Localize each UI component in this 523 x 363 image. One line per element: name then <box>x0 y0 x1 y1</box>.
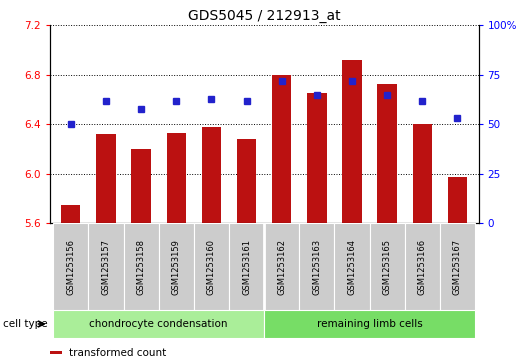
Bar <box>378 83 397 223</box>
Text: GSM1253159: GSM1253159 <box>172 239 181 295</box>
Text: transformed count: transformed count <box>69 348 166 358</box>
Bar <box>158 223 194 310</box>
Bar <box>264 310 475 338</box>
Bar <box>448 178 467 223</box>
Text: GSM1253164: GSM1253164 <box>347 239 357 295</box>
Bar <box>202 127 221 223</box>
Bar <box>88 223 123 310</box>
Text: GSM1253156: GSM1253156 <box>66 239 75 295</box>
Bar <box>299 223 334 310</box>
Text: chondrocyte condensation: chondrocyte condensation <box>89 319 228 329</box>
Bar <box>194 223 229 310</box>
Bar <box>123 223 158 310</box>
Bar <box>405 223 440 310</box>
Text: GSM1253158: GSM1253158 <box>137 239 145 295</box>
Bar <box>96 134 116 223</box>
Text: GSM1253166: GSM1253166 <box>418 239 427 295</box>
Bar <box>237 139 256 223</box>
Text: GSM1253163: GSM1253163 <box>312 239 321 295</box>
Title: GDS5045 / 212913_at: GDS5045 / 212913_at <box>188 9 340 23</box>
Bar <box>264 223 299 310</box>
Text: GSM1253157: GSM1253157 <box>101 239 110 295</box>
Bar <box>166 133 186 223</box>
Bar <box>370 223 405 310</box>
Bar <box>53 223 88 310</box>
Text: GSM1253161: GSM1253161 <box>242 239 251 295</box>
Bar <box>50 351 62 354</box>
Text: GSM1253162: GSM1253162 <box>277 239 286 295</box>
Bar <box>334 223 370 310</box>
Text: GSM1253165: GSM1253165 <box>383 239 392 295</box>
Bar <box>229 223 264 310</box>
Bar <box>343 60 362 223</box>
Bar <box>61 205 81 223</box>
Text: GSM1253160: GSM1253160 <box>207 239 216 295</box>
Text: cell type: cell type <box>3 319 47 329</box>
Bar <box>272 75 291 223</box>
Bar <box>307 93 326 223</box>
Bar <box>53 310 264 338</box>
Bar <box>413 124 432 223</box>
Text: GSM1253167: GSM1253167 <box>453 239 462 295</box>
Text: remaining limb cells: remaining limb cells <box>317 319 423 329</box>
Bar <box>440 223 475 310</box>
Bar <box>131 149 151 223</box>
